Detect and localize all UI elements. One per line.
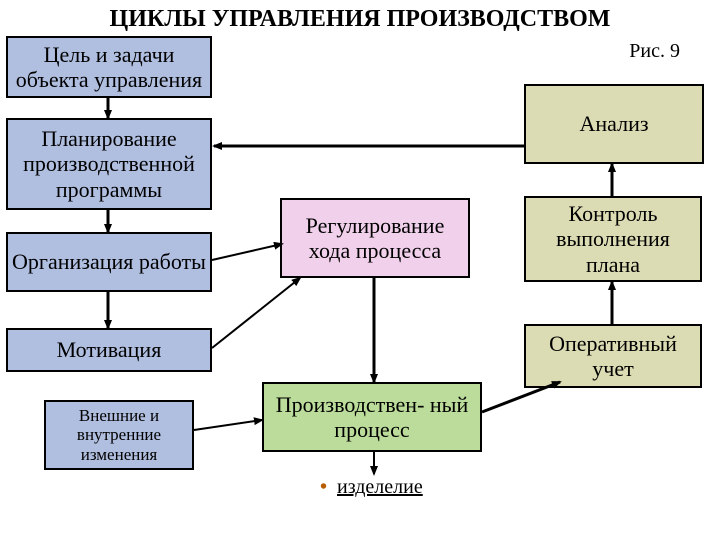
arrow-organization-to-regulation — [212, 244, 282, 260]
output-product-bullet: • изделелие — [320, 476, 423, 499]
node-analysis: Анализ — [524, 84, 704, 164]
diagram-title: ЦИКЛЫ УПРАВЛЕНИЯ ПРОИЗВОДСТВОМ — [0, 6, 720, 33]
bullet-dot-icon: • — [320, 476, 327, 498]
arrow-extint-to-process — [194, 420, 262, 430]
arrow-motivation-to-regulation — [212, 278, 300, 348]
node-external-internal-changes: Внешние и внутренние изменения — [44, 400, 194, 470]
node-regulation: Регулирование хода процесса — [280, 198, 470, 278]
node-operational-accounting: Оперативный учет — [524, 324, 702, 388]
node-production-process: Производствен- ный процесс — [262, 382, 482, 452]
node-organization: Организация работы — [6, 232, 212, 292]
node-control: Контроль выполнения плана — [524, 196, 702, 282]
node-motivation: Мотивация — [6, 328, 212, 372]
output-product-label: изделелие — [337, 476, 423, 498]
figure-label: Рис. 9 — [629, 40, 680, 63]
node-planning: Планирование производственной программы — [6, 118, 212, 210]
node-goals: Цель и задачи объекта управления — [6, 36, 212, 98]
